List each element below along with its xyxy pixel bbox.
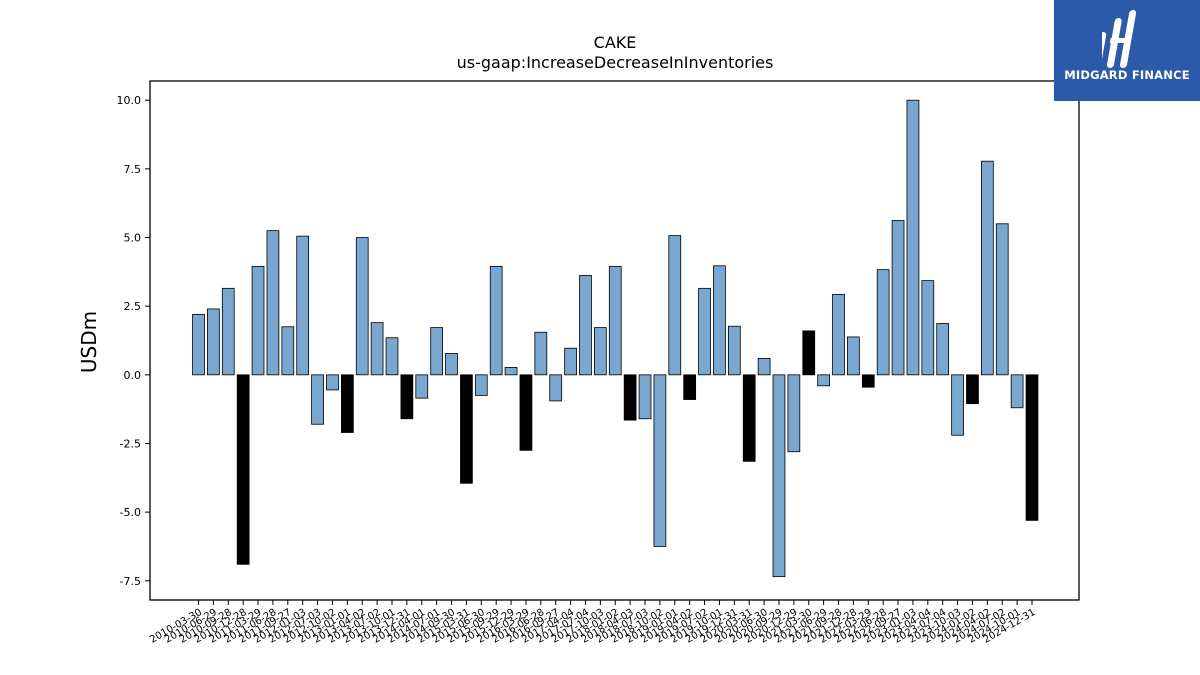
x-axis: 2010-03-302010-06-292010-09-282010-12-28… xyxy=(148,600,1038,646)
bar-2020-12-29 xyxy=(787,374,801,453)
bar-2024-01-02 xyxy=(966,374,979,405)
bar-2013-12-31 xyxy=(400,374,414,420)
bar-2021-09-28 xyxy=(832,293,845,376)
bar-2017-10-03 xyxy=(594,327,607,376)
chart-subtitle: us-gaap:IncreaseDecreaseInInventories xyxy=(457,53,774,72)
bar-2019-10-01 xyxy=(713,265,726,376)
bar-2010-03-30 xyxy=(192,314,205,376)
y-tick-label: 5.0 xyxy=(124,232,142,245)
bar-2016-06-28 xyxy=(534,331,548,376)
bar-2014-07-01 xyxy=(430,327,444,376)
bar-2022-09-27 xyxy=(891,220,905,376)
y-axis: -7.5 -5.0 -2.5 0.0 2.5 5.0 7.5 10.0 xyxy=(117,94,150,588)
bar-2024-04-02 xyxy=(980,160,994,376)
y-tick-label: 0.0 xyxy=(124,369,142,382)
bar-2011-03-29 xyxy=(251,265,265,376)
y-tick-label: 7.5 xyxy=(124,163,142,176)
bar-2015-09-29 xyxy=(489,265,503,376)
bar-2013-10-01 xyxy=(385,337,399,376)
bar-2020-06-30 xyxy=(757,357,771,376)
bar-2017-04-04 xyxy=(564,347,577,376)
bar-2011-09-27 xyxy=(281,326,295,376)
bar-2018-04-03 xyxy=(623,374,637,421)
y-tick-label: 10.0 xyxy=(117,94,142,107)
bar-2010-06-29 xyxy=(207,308,220,376)
bar-2012-01-03 xyxy=(296,235,310,376)
bar-2021-06-29 xyxy=(817,374,830,387)
bar-2023-04-04 xyxy=(921,280,935,376)
bar-2021-12-28 xyxy=(847,336,860,376)
bar-2022-06-28 xyxy=(876,269,890,376)
bar-2012-10-02 xyxy=(326,374,339,391)
bars-group xyxy=(192,99,1039,578)
bar-2010-09-28 xyxy=(221,287,235,376)
bar-2024-07-02 xyxy=(995,223,1009,376)
bar-2013-04-02 xyxy=(355,237,369,376)
bar-2013-01-01 xyxy=(340,374,354,433)
midgard-logo-icon xyxy=(1102,10,1137,68)
bar-2011-06-28 xyxy=(266,230,280,376)
y-tick-label: -7.5 xyxy=(120,575,141,588)
bar-2023-07-04 xyxy=(936,323,950,376)
bar-2016-03-29 xyxy=(519,374,533,451)
plot-frame xyxy=(149,80,1080,601)
bar-2022-03-29 xyxy=(861,374,875,388)
bar-2018-01-02 xyxy=(608,265,622,376)
bar-2018-10-02 xyxy=(653,374,667,547)
bar-2020-03-31 xyxy=(742,374,756,462)
brand-logo: MIDGARD FINANCE xyxy=(1054,0,1200,101)
y-tick-label: -5.0 xyxy=(120,506,141,519)
bar-2023-10-03 xyxy=(951,374,964,436)
bar-2015-03-31 xyxy=(460,374,473,484)
bar-2024-10-01 xyxy=(1010,374,1024,409)
bar-2018-07-03 xyxy=(638,374,652,420)
bar-2014-04-01 xyxy=(415,374,429,399)
brand-name: MIDGARD FINANCE xyxy=(1064,68,1190,82)
bar-2020-09-29 xyxy=(772,374,786,578)
bar-2019-01-01 xyxy=(668,235,682,376)
bar-2015-06-30 xyxy=(474,374,488,396)
bar-2024-12-31 xyxy=(1025,374,1039,521)
bar-2010-12-28 xyxy=(236,374,250,565)
bar-2013-07-02 xyxy=(370,322,384,376)
bar-2012-07-03 xyxy=(311,374,324,425)
bar-2015-12-29 xyxy=(504,367,518,376)
chart-title: CAKE xyxy=(594,33,637,52)
y-axis-label: USDm xyxy=(77,311,101,373)
bar-2016-09-27 xyxy=(549,374,563,402)
bar-2021-03-30 xyxy=(802,330,816,376)
y-tick-label: 2.5 xyxy=(124,300,142,313)
bar-2014-09-30 xyxy=(445,353,458,376)
bar-2019-07-02 xyxy=(698,287,711,376)
bar-2017-07-04 xyxy=(579,275,592,376)
bar-2019-12-31 xyxy=(727,325,741,376)
bar-2019-04-02 xyxy=(683,374,697,400)
y-tick-label: -2.5 xyxy=(120,437,141,450)
bar-2023-01-03 xyxy=(906,99,920,376)
